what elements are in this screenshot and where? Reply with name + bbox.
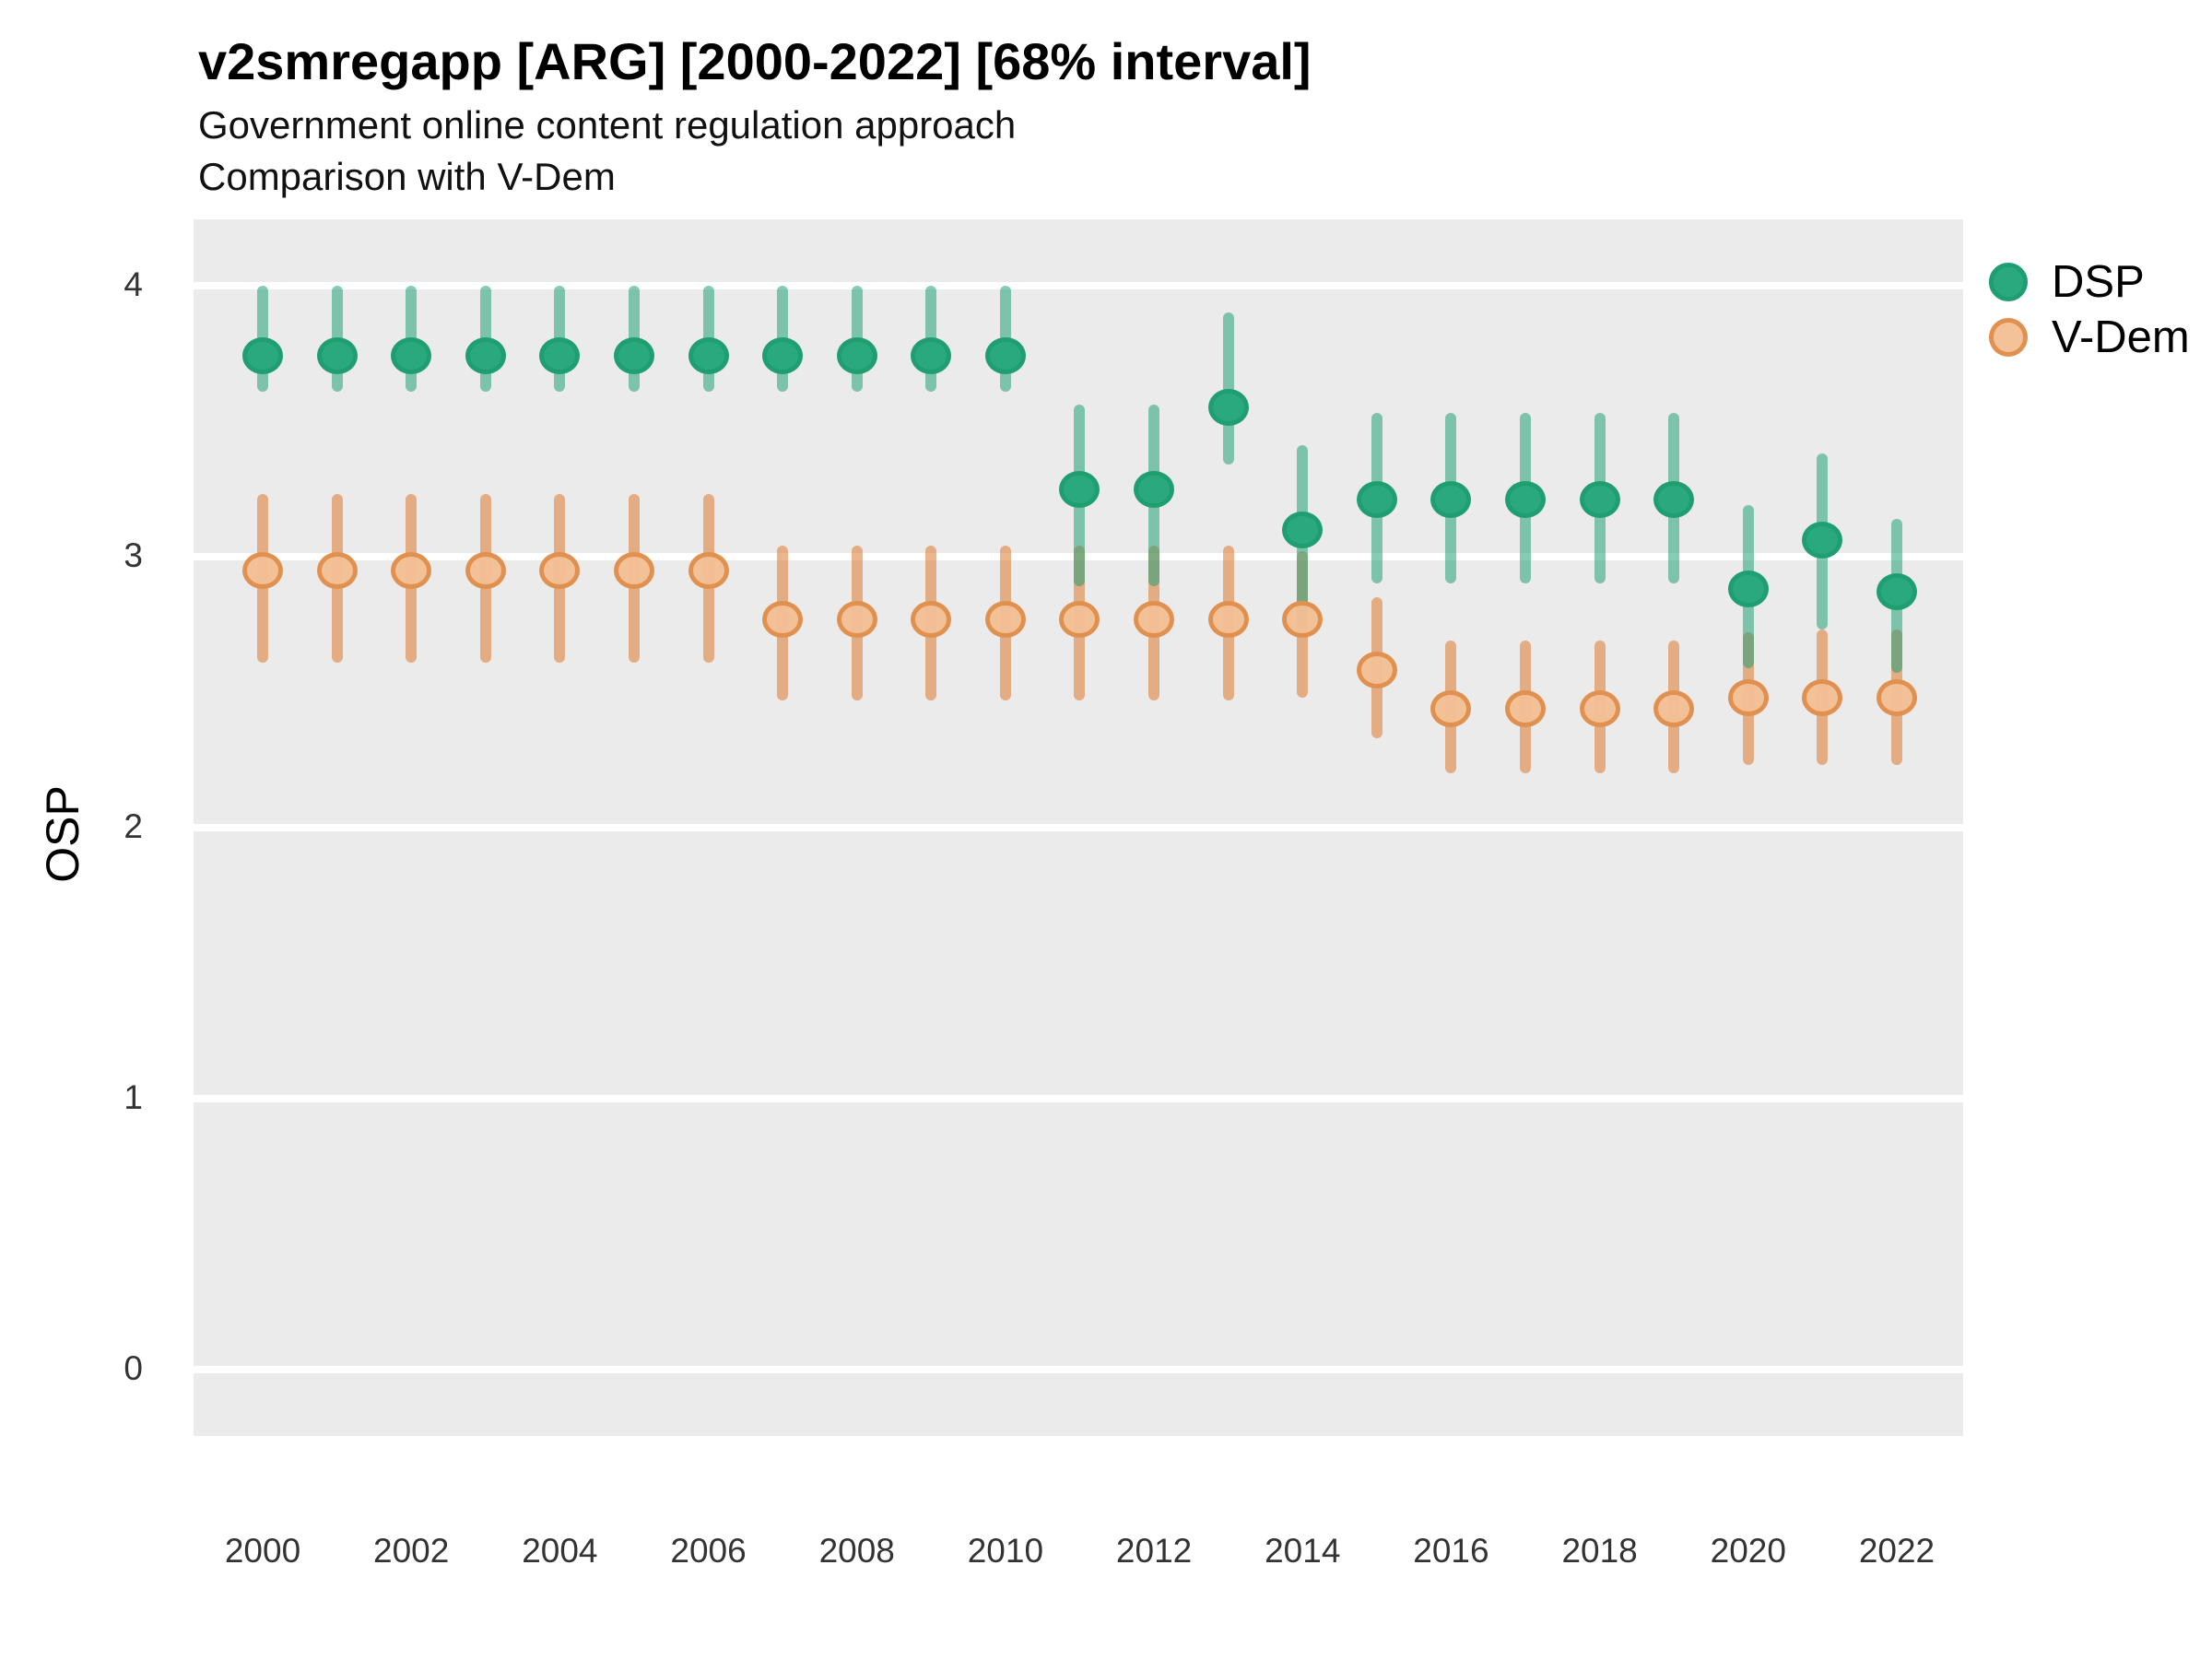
vdem-point-2022 — [1876, 678, 1917, 716]
x-tick-label-2020: 2020 — [1710, 1532, 1786, 1570]
gridline-y-1 — [194, 1095, 1963, 1102]
dsp-point-2019 — [1653, 481, 1695, 519]
x-tick-label-2022: 2022 — [1858, 1532, 1936, 1570]
dsp-point-2016 — [1430, 481, 1472, 519]
vdem-point-2001 — [316, 551, 358, 589]
x-tick-label-2002: 2002 — [373, 1532, 450, 1570]
vdem-swatch-icon — [1989, 318, 2028, 357]
x-tick-label-2008: 2008 — [818, 1532, 895, 1570]
vdem-point-2017 — [1505, 689, 1547, 727]
vdem-point-2011 — [1059, 600, 1100, 638]
dsp-point-2008 — [836, 337, 877, 375]
x-tick-label-2004: 2004 — [522, 1532, 598, 1570]
dsp-point-2021 — [1802, 522, 1843, 559]
x-tick-label-2018: 2018 — [1561, 1532, 1638, 1570]
legend-item-vdem: V-Dem — [1989, 310, 2190, 365]
vdem-point-2015 — [1356, 652, 1397, 689]
y-tick-label-2: 2 — [124, 807, 143, 845]
gridline-y-4 — [194, 282, 1963, 289]
dsp-point-2015 — [1356, 481, 1397, 519]
dsp-point-2003 — [465, 337, 506, 375]
x-tick-label-2006: 2006 — [670, 1532, 747, 1570]
dsp-point-2022 — [1876, 573, 1917, 611]
dsp-point-2014 — [1282, 511, 1324, 548]
x-tick-label-2016: 2016 — [1413, 1532, 1489, 1570]
vdem-point-2020 — [1727, 678, 1769, 716]
gridline-y-2 — [194, 824, 1963, 831]
vdem-point-2007 — [762, 600, 804, 638]
vdem-point-2019 — [1653, 689, 1695, 727]
dsp-point-2006 — [688, 337, 729, 375]
vdem-point-2000 — [242, 551, 283, 589]
plot-panel — [194, 219, 1963, 1436]
dsp-point-2000 — [242, 337, 283, 375]
dsp-point-2020 — [1727, 571, 1769, 608]
vdem-point-2016 — [1430, 689, 1472, 727]
legend-label-dsp: DSP — [2052, 257, 2145, 307]
vdem-point-2021 — [1802, 678, 1843, 716]
dsp-point-2009 — [911, 337, 952, 375]
vdem-point-2006 — [688, 551, 729, 589]
vdem-point-2014 — [1282, 600, 1324, 638]
gridline-y-0 — [194, 1366, 1963, 1373]
dsp-swatch-icon — [1989, 263, 2028, 301]
dsp-point-2017 — [1505, 481, 1547, 519]
dsp-point-2005 — [613, 337, 654, 375]
x-tick-label-2012: 2012 — [1115, 1532, 1193, 1570]
vdem-point-2018 — [1579, 689, 1620, 727]
dsp-point-2012 — [1134, 470, 1175, 508]
dsp-point-2011 — [1059, 470, 1100, 508]
legend-label-vdem: V-Dem — [2052, 312, 2190, 362]
y-tick-label-4: 4 — [124, 265, 143, 303]
chart-subtitle: Government online content regulation app… — [198, 103, 1017, 147]
legend-item-dsp: DSP — [1989, 254, 2190, 310]
page-title: v2smregapp [ARG] [2000-2022] [68% interv… — [198, 32, 1312, 90]
dsp-point-2001 — [316, 337, 358, 375]
y-tick-label-1: 1 — [124, 1078, 143, 1116]
dsp-point-2013 — [1207, 389, 1249, 427]
vdem-point-2013 — [1207, 600, 1249, 638]
x-tick-label-2010: 2010 — [967, 1532, 1044, 1570]
dsp-point-2018 — [1579, 481, 1620, 519]
vdem-point-2002 — [391, 551, 432, 589]
vdem-point-2003 — [465, 551, 506, 589]
chart-subtitle-comparison: Comparison with V-Dem — [198, 155, 616, 198]
x-tick-label-2000: 2000 — [224, 1532, 301, 1570]
vdem-point-2004 — [539, 551, 581, 589]
dsp-point-2007 — [762, 337, 804, 375]
dsp-interval-2013 — [1222, 312, 1234, 465]
dsp-point-2002 — [391, 337, 432, 375]
dsp-point-2010 — [984, 337, 1026, 375]
vdem-point-2008 — [836, 600, 877, 638]
x-tick-label-2014: 2014 — [1265, 1532, 1341, 1570]
vdem-point-2009 — [911, 600, 952, 638]
y-tick-label-3: 3 — [124, 536, 143, 574]
dsp-point-2004 — [539, 337, 581, 375]
vdem-point-2010 — [984, 600, 1026, 638]
y-tick-label-0: 0 — [124, 1349, 143, 1387]
vdem-point-2012 — [1134, 600, 1175, 638]
legend: DSP V-Dem — [1989, 254, 2190, 365]
vdem-point-2005 — [613, 551, 654, 589]
